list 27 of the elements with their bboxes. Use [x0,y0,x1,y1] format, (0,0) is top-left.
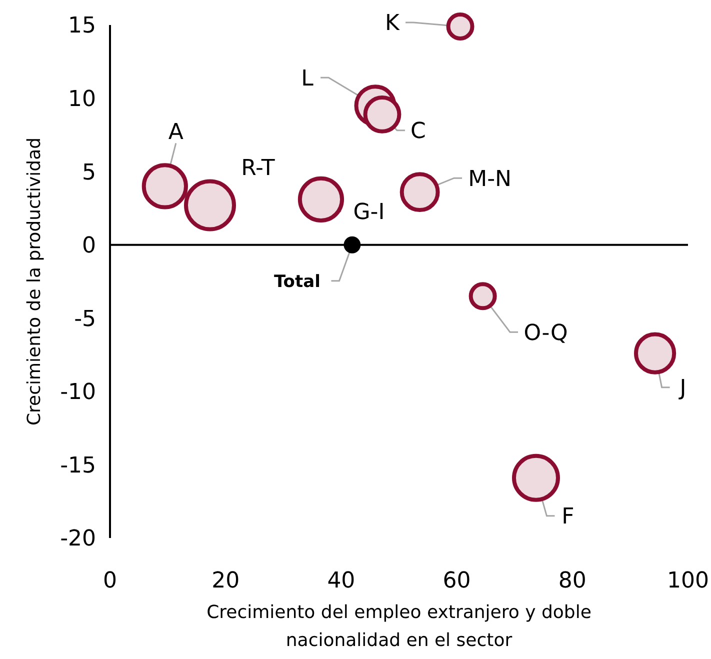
annotation: L [301,66,314,92]
x-tick-label: 80 [558,568,586,594]
annotation: Total [274,272,320,292]
y-tick-label: -15 [60,453,96,478]
y-tick-label: -20 [60,526,96,552]
y-tick-label: -10 [60,380,96,406]
annotation: M-N [468,166,512,192]
y-axis-title: Crecimiento de la productividad [24,137,45,426]
annotation: J [678,376,686,402]
x-tick-label: 0 [103,568,117,594]
x-tick-label: 40 [327,568,356,594]
annotation: O-Q [524,320,568,346]
x-tick-label: 20 [212,568,240,594]
annotation: A [168,120,184,145]
y-tick-label: 5 [82,160,96,186]
annotation: F [562,504,574,530]
annotation: R-T [241,156,276,181]
x-axis-title: Crecimiento del empleo extranjero y doble nacionalidad en el sector [206,602,592,651]
annotation: G-I [353,200,385,226]
x-tick-label: 60 [442,568,471,594]
y-tick-label: -5 [74,306,96,332]
y-tick-label: 0 [82,234,96,259]
x-tick-label: 100 [667,568,709,594]
y-tick-label: 15 [68,14,96,39]
y-tick-label: 10 [68,86,96,112]
annotation: K [385,11,400,36]
annotation: C [410,119,426,144]
